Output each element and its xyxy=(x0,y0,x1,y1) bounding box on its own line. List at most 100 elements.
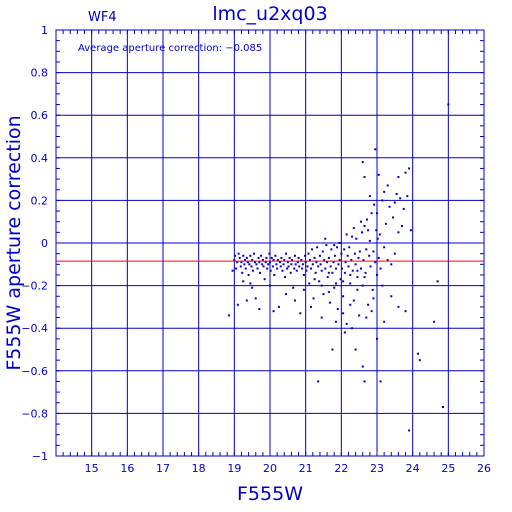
data-point xyxy=(312,297,315,300)
data-point xyxy=(318,254,321,257)
data-point xyxy=(249,254,252,257)
data-point xyxy=(333,254,336,257)
data-point xyxy=(397,305,400,308)
data-point xyxy=(292,286,295,289)
data-point xyxy=(251,259,254,262)
data-point xyxy=(277,305,280,308)
data-point xyxy=(383,246,386,249)
data-point xyxy=(376,337,378,340)
data-point xyxy=(377,256,380,259)
data-point xyxy=(319,263,322,266)
chart-title: lmc_u2xq03 xyxy=(212,3,327,25)
data-point xyxy=(334,267,337,270)
data-point xyxy=(433,320,436,323)
data-point xyxy=(388,205,391,208)
data-point xyxy=(310,305,313,308)
data-point xyxy=(331,271,334,274)
data-point xyxy=(270,256,273,259)
data-point xyxy=(363,380,366,383)
data-point xyxy=(377,173,380,176)
data-point xyxy=(286,267,289,270)
data-point xyxy=(397,175,400,178)
data-point xyxy=(237,252,240,255)
data-point xyxy=(294,263,297,266)
data-point xyxy=(321,250,324,253)
data-point xyxy=(333,244,336,247)
average-annotation: Average aperture correction: −0.085 xyxy=(78,43,262,54)
data-point xyxy=(348,246,351,249)
data-point xyxy=(368,254,371,257)
data-point xyxy=(325,244,328,247)
data-point xyxy=(271,265,274,268)
data-point xyxy=(336,246,339,249)
data-point xyxy=(367,303,370,306)
data-point xyxy=(368,195,371,198)
data-point xyxy=(375,229,378,232)
data-point xyxy=(345,322,348,325)
x-tick-label: 19 xyxy=(227,462,241,475)
x-tick-label: 23 xyxy=(370,462,384,475)
data-point xyxy=(379,380,382,383)
data-point xyxy=(264,261,267,264)
data-point xyxy=(254,297,257,300)
data-point xyxy=(361,365,364,368)
data-point xyxy=(281,269,284,272)
data-point xyxy=(342,295,345,298)
data-point xyxy=(409,229,412,232)
data-point xyxy=(392,216,395,219)
data-point xyxy=(273,273,276,276)
data-point xyxy=(291,259,294,262)
data-point xyxy=(349,273,352,276)
data-point xyxy=(301,267,304,270)
data-point xyxy=(345,233,348,236)
data-point xyxy=(286,261,289,264)
data-point xyxy=(274,254,277,257)
data-point xyxy=(354,263,357,266)
data-point xyxy=(328,301,331,304)
data-point xyxy=(326,261,329,264)
y-axis-ticks: 1 0.8 0.6 0.4 0.2 0 −0.2 −0.4 −0.6 −0.8 −1 xyxy=(21,24,484,463)
data-point xyxy=(361,231,364,234)
data-point xyxy=(302,288,305,291)
data-point xyxy=(263,278,266,281)
data-point xyxy=(307,252,310,255)
data-point xyxy=(293,254,296,257)
data-point xyxy=(357,256,360,259)
data-point xyxy=(338,242,341,244)
data-point xyxy=(283,276,286,279)
data-point xyxy=(299,312,302,315)
data-point xyxy=(361,161,364,164)
data-point xyxy=(276,259,279,262)
data-point xyxy=(275,263,278,266)
data-point xyxy=(242,254,245,257)
data-point xyxy=(397,231,400,234)
data-point xyxy=(285,252,288,255)
data-point xyxy=(244,267,247,270)
data-point xyxy=(406,195,409,198)
data-point xyxy=(304,261,307,264)
data-point xyxy=(236,303,239,306)
data-point xyxy=(295,269,298,272)
data-point xyxy=(344,261,347,264)
y-tick-label: −0.2 xyxy=(21,280,48,293)
data-point xyxy=(383,320,386,323)
data-point xyxy=(267,263,270,266)
data-point xyxy=(320,269,323,272)
data-point xyxy=(369,265,372,268)
data-point xyxy=(363,276,366,279)
x-tick-label: 15 xyxy=(85,462,99,475)
data-point xyxy=(280,256,283,259)
data-point xyxy=(320,284,323,287)
data-point xyxy=(417,352,420,355)
data-point xyxy=(372,297,375,300)
data-point xyxy=(293,299,296,302)
data-point xyxy=(342,280,345,283)
data-point xyxy=(399,197,402,200)
data-point xyxy=(238,256,241,259)
data-point xyxy=(330,248,333,251)
data-point xyxy=(349,303,352,306)
data-point xyxy=(324,267,327,270)
data-point xyxy=(355,237,358,240)
data-point xyxy=(354,348,357,351)
data-point xyxy=(265,256,268,259)
